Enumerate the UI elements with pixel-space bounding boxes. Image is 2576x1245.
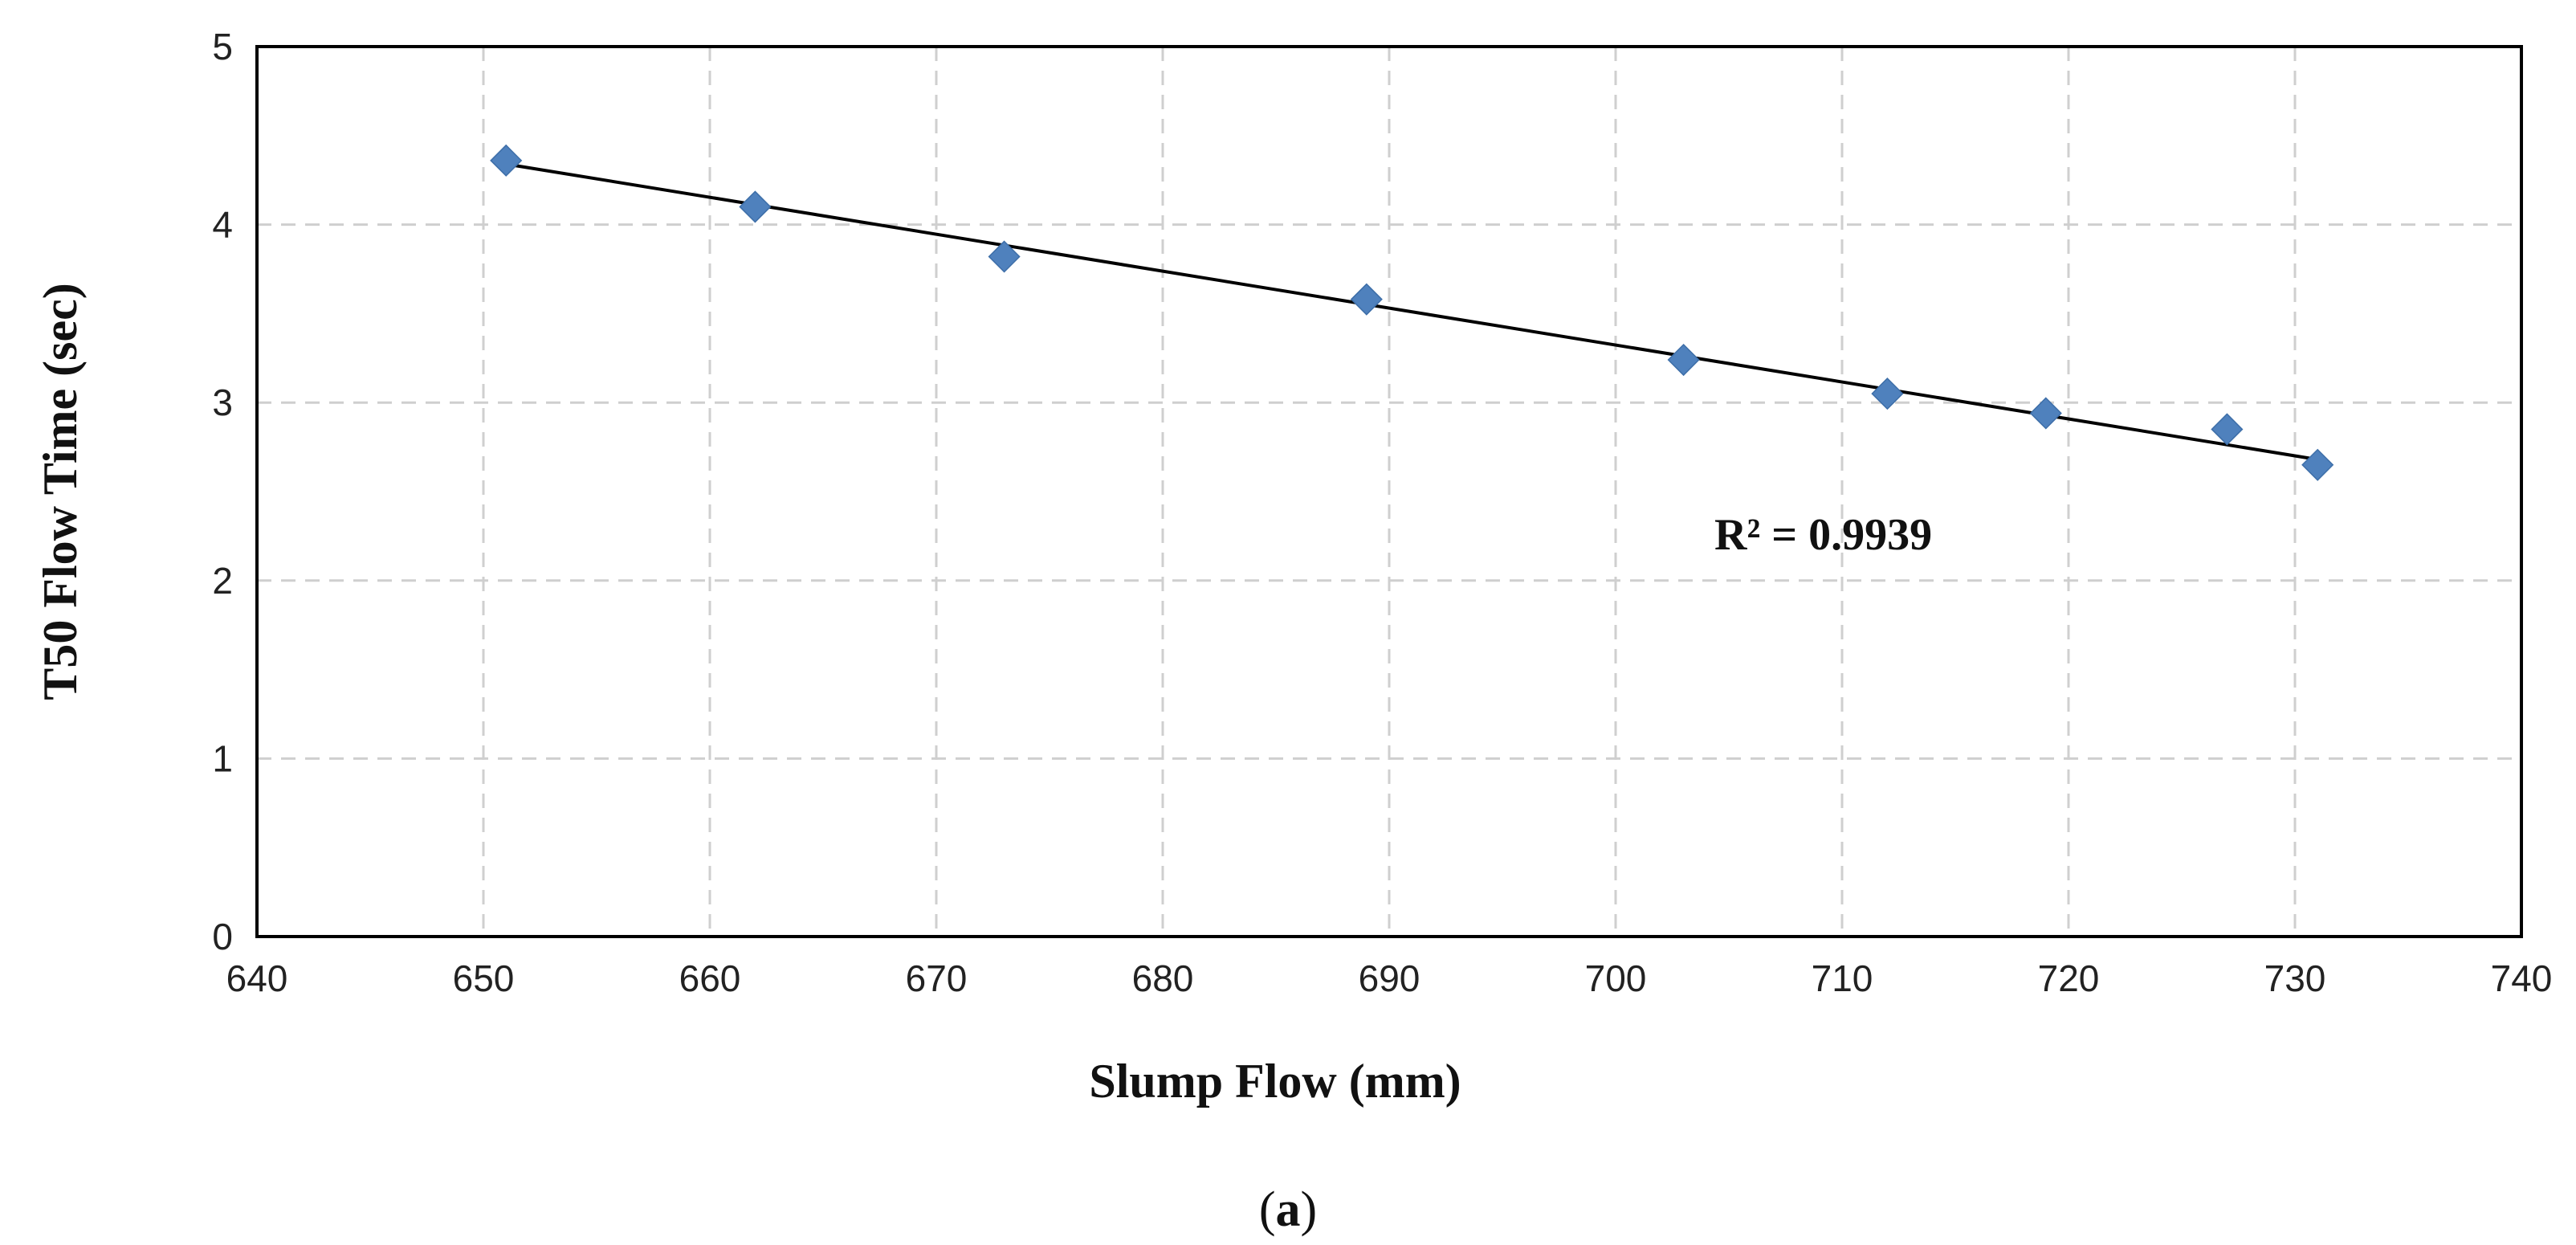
x-tick-label: 690 [1359, 957, 1420, 999]
x-tick-label: 700 [1585, 957, 1647, 999]
x-tick-label: 680 [1132, 957, 1194, 999]
grid-layer [257, 47, 2521, 937]
x-tick-label: 640 [226, 957, 288, 999]
tick-label-layer: 640 650 660 670 680 690 700 710 720 730 740 0 1 2 3 4 5 [212, 26, 2552, 999]
x-tick-label: 650 [453, 957, 515, 999]
y-tick-label: 1 [212, 737, 233, 779]
data-point-marker [1667, 343, 1700, 377]
caption-letter: a [1276, 1182, 1301, 1237]
data-point-marker [739, 190, 772, 223]
caption-close-paren: ) [1301, 1182, 1318, 1237]
y-tick-label: 0 [212, 916, 233, 957]
x-tick-label: 720 [2038, 957, 2100, 999]
x-tick-label: 670 [906, 957, 968, 999]
data-point-marker [2301, 448, 2334, 481]
data-point-marker [2029, 397, 2062, 430]
y-tick-label: 2 [212, 560, 233, 602]
x-tick-label: 660 [679, 957, 741, 999]
data-point-marker [988, 240, 1021, 273]
y-tick-label: 5 [212, 26, 233, 67]
x-tick-label: 710 [1812, 957, 1873, 999]
x-axis-title: Slump Flow (mm) [1089, 1055, 1461, 1108]
data-point-marker [1871, 378, 1904, 410]
y-tick-label: 3 [212, 382, 233, 423]
figure-caption: (a) [1259, 1182, 1317, 1237]
caption-open-paren: ( [1259, 1182, 1276, 1237]
y-axis-title: T50 Flow Time (sec) [34, 283, 87, 700]
data-point-marker [490, 144, 523, 177]
data-point-marker [2211, 413, 2244, 446]
data-point-marker [1350, 283, 1383, 316]
y-tick-label: 4 [212, 204, 233, 246]
x-tick-label: 730 [2264, 957, 2326, 999]
x-tick-label: 740 [2491, 957, 2553, 999]
marker-layer [490, 144, 2334, 481]
r-squared-annotation: R² = 0.9939 [1714, 510, 1932, 560]
plot-frame [255, 45, 2523, 938]
trend-line [505, 162, 2318, 462]
